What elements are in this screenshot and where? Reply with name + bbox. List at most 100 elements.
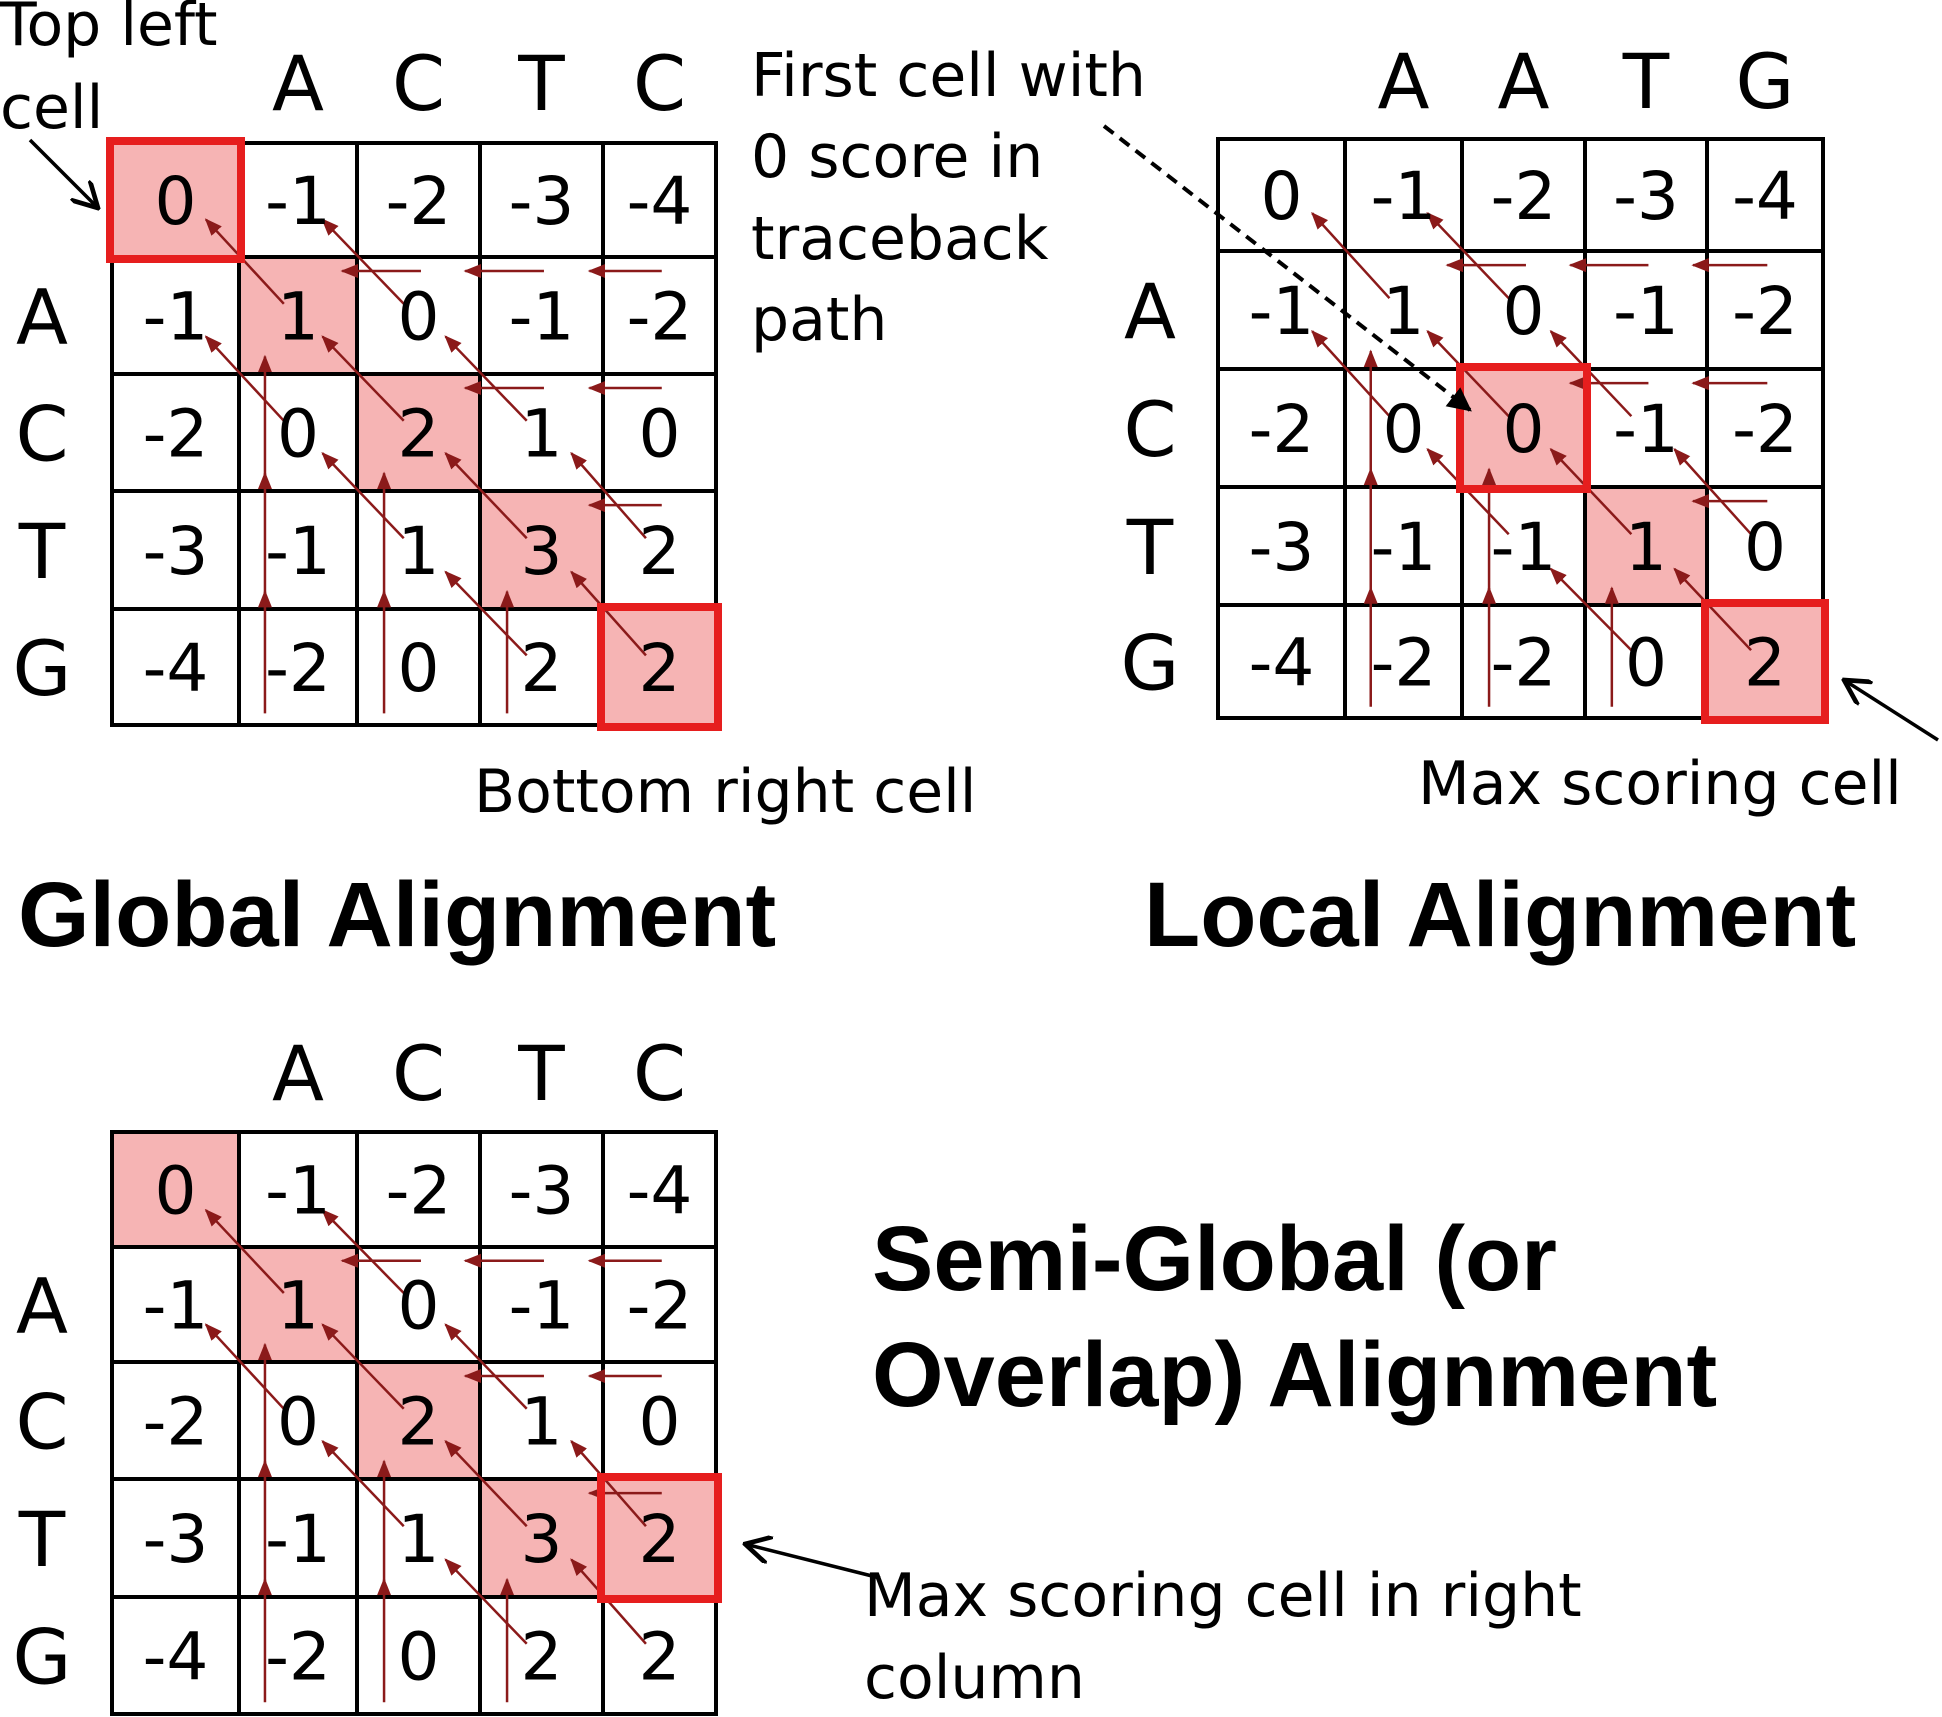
matrix-cell xyxy=(1343,603,1464,720)
cell-value: -2 xyxy=(1249,391,1315,468)
cell-value: 0 xyxy=(1383,391,1425,468)
cell-value: 2 xyxy=(398,396,440,473)
cell-value: 2 xyxy=(521,630,563,707)
cell-value: 0 xyxy=(398,630,440,707)
traceback-arrow xyxy=(444,1323,528,1410)
column-header: C xyxy=(633,39,686,128)
cell-value: -1 xyxy=(509,1268,575,1345)
cell-value: -2 xyxy=(1491,625,1557,702)
cell-value: 0 xyxy=(639,396,681,473)
matrix-cell xyxy=(355,1595,482,1716)
cell-value: -1 xyxy=(143,1268,209,1345)
row-header: C xyxy=(1123,385,1176,474)
cell-value: 0 xyxy=(398,1268,440,1345)
traceback-arrow xyxy=(1311,211,1391,300)
column-header: C xyxy=(392,1029,445,1118)
matrix-cell xyxy=(110,607,241,727)
local-highlight-boxes xyxy=(1456,363,1829,724)
cell-value: 0 xyxy=(1625,625,1667,702)
first-zero-note-line3: traceback xyxy=(751,204,1049,274)
traceback-arrow xyxy=(444,1558,528,1645)
local-alignment-panel: 0 -1 -2 -3 -4-1 1 0 -1 -2-2 0 0 -1 -2-3 -1 -1 1 0-4 -2 -2 0… xyxy=(751,37,1939,966)
row-header: A xyxy=(16,1262,68,1351)
column-header: A xyxy=(272,1029,324,1118)
cell-value: 1 xyxy=(1625,509,1667,586)
row-header: G xyxy=(13,1613,72,1702)
matrix-cell xyxy=(1216,485,1347,607)
cell-value: 2 xyxy=(1744,625,1786,702)
matrix-cell xyxy=(1343,137,1464,253)
traceback-arrow xyxy=(570,570,647,657)
cell-value: -1 xyxy=(265,1153,331,1230)
cell-value: -2 xyxy=(386,1153,452,1230)
global-matrix xyxy=(110,141,718,727)
matrix-cell xyxy=(355,607,482,727)
semi-global-traceback-arrows xyxy=(204,1208,662,1703)
cell-value: 0 xyxy=(1503,273,1545,350)
matrix-cell xyxy=(601,1245,718,1364)
traceback-arrow xyxy=(321,218,405,305)
column-header: A xyxy=(1498,37,1550,126)
right-column-max-pointer-arrow xyxy=(745,1544,881,1580)
traceback-arrow xyxy=(1673,567,1752,652)
traceback-arrow xyxy=(570,1439,647,1528)
traceback-arrow xyxy=(444,335,528,422)
matrix-cell xyxy=(601,255,718,376)
cell-value: 0 xyxy=(398,279,440,356)
cell-value: -2 xyxy=(1732,391,1798,468)
cell-value: 2 xyxy=(639,1619,681,1696)
matrix-cell xyxy=(237,607,359,727)
max-score-pointer-arrow xyxy=(1844,680,1939,742)
row-header: G xyxy=(13,624,72,713)
cell-value: -2 xyxy=(627,1268,693,1345)
cell-value: 1 xyxy=(521,1384,563,1461)
cell-value: -2 xyxy=(1371,625,1437,702)
cell-value: 2 xyxy=(521,1619,563,1696)
row-header: G xyxy=(1121,619,1180,708)
cell-value: 2 xyxy=(398,1384,440,1461)
right-column-max-note-line1: Max scoring cell in right xyxy=(864,1561,1582,1631)
traceback-arrow xyxy=(570,451,647,540)
highlighted-cell-border xyxy=(1456,363,1591,493)
global-title: Global Alignment xyxy=(18,864,776,966)
highlighted-cell-border xyxy=(597,1473,722,1603)
traceback-arrow xyxy=(321,1439,405,1528)
max-score-note: Max scoring cell xyxy=(1418,749,1902,819)
cell-value: 0 xyxy=(155,1153,197,1230)
matrix-cell xyxy=(1583,137,1709,253)
cell-value: -4 xyxy=(627,1153,693,1230)
traceback-arrow xyxy=(1549,329,1633,418)
row-header: C xyxy=(15,390,68,479)
cell-value: -3 xyxy=(1613,158,1679,235)
traceback-arrow xyxy=(321,451,405,540)
cell-value: 0 xyxy=(277,396,319,473)
column-header: G xyxy=(1736,37,1795,126)
bottom-right-note: Bottom right cell xyxy=(474,757,976,827)
cell-value: -2 xyxy=(143,396,209,473)
traceback-arrow xyxy=(1426,211,1510,300)
cell-value: -1 xyxy=(1613,391,1679,468)
matrix-cell xyxy=(1705,249,1825,371)
matrix-cell xyxy=(601,1360,718,1481)
matrix-cell xyxy=(110,255,241,376)
row-header: T xyxy=(18,507,66,596)
top-left-pointer-arrow xyxy=(28,138,98,208)
cell-value: -4 xyxy=(143,630,209,707)
matrix-cell xyxy=(1460,603,1587,720)
row-header: T xyxy=(18,1495,66,1584)
local-title: Local Alignment xyxy=(1144,864,1856,966)
traceback-arrow xyxy=(1549,567,1633,652)
column-header: T xyxy=(517,1029,565,1118)
cell-value: 1 xyxy=(398,513,440,590)
traceback-arrow xyxy=(204,1208,285,1294)
column-header: C xyxy=(633,1029,686,1118)
matrix-cell xyxy=(1216,367,1347,489)
cell-value: 2 xyxy=(639,630,681,707)
cell-value: -4 xyxy=(627,163,693,240)
column-header: T xyxy=(517,39,565,128)
cell-value: 0 xyxy=(277,1384,319,1461)
cell-value: -1 xyxy=(1371,509,1437,586)
cell-value: -4 xyxy=(143,1619,209,1696)
cell-value: -3 xyxy=(143,513,209,590)
